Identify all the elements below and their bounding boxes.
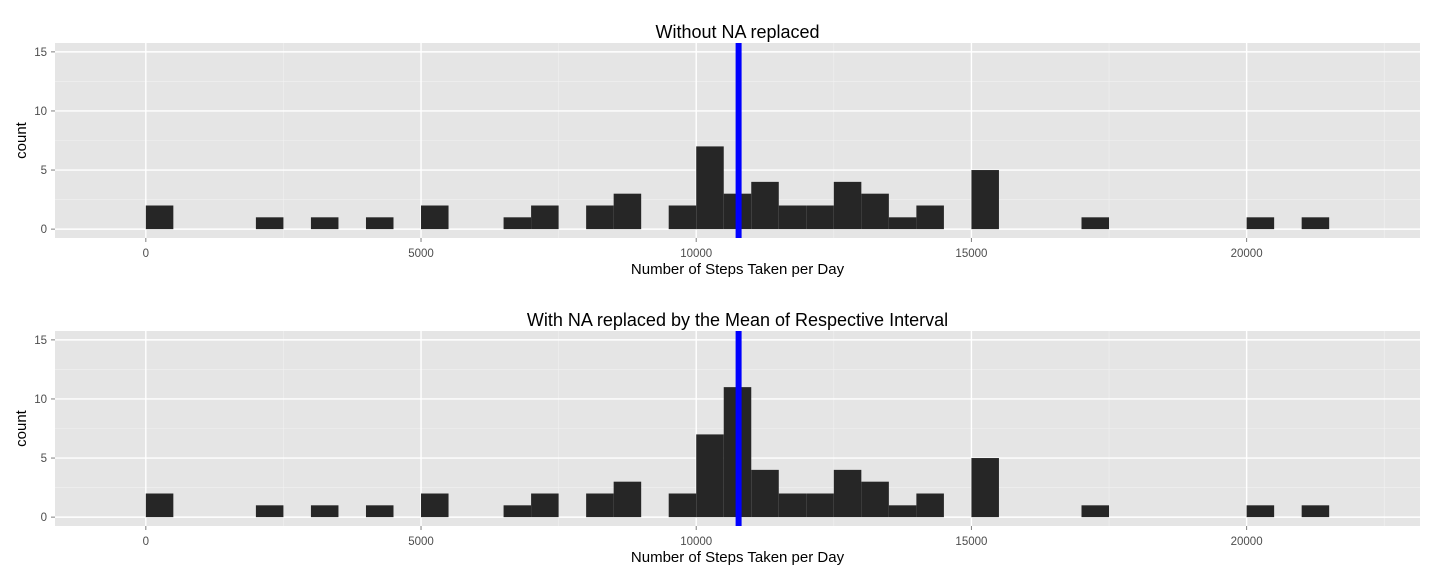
histogram-bar [613, 193, 642, 230]
histogram-bar [696, 146, 724, 230]
histogram-bar [916, 493, 944, 518]
y-tick-label: 10 [34, 394, 47, 406]
histogram-bar [833, 181, 862, 230]
histogram-bar [861, 193, 889, 230]
x-tick-label: 5000 [408, 248, 434, 260]
histogram-bar [365, 217, 394, 230]
histogram-bar [255, 505, 284, 518]
y-axis-label: count [13, 409, 30, 447]
histogram-bar [1081, 505, 1110, 518]
x-tick-label: 5000 [408, 536, 434, 548]
histogram-bar [971, 458, 999, 518]
x-axis-label: Number of Steps Taken per Day [631, 549, 845, 566]
histogram-bar [888, 217, 917, 230]
histogram-bar [421, 493, 449, 518]
histogram-bar [503, 217, 532, 230]
histogram-bar [806, 205, 834, 230]
x-tick-label: 0 [143, 536, 149, 548]
histogram-bar [365, 505, 394, 518]
y-tick-label: 15 [34, 47, 47, 59]
histogram-bar [833, 469, 862, 518]
histogram-bar [806, 493, 834, 518]
chart-title: With NA replaced by the Mean of Respecti… [527, 310, 948, 330]
histogram-bar [145, 493, 174, 518]
x-tick-label: 10000 [680, 248, 712, 260]
y-tick-label: 10 [34, 106, 47, 118]
histogram-bar [888, 505, 917, 518]
histogram-bar [971, 170, 999, 230]
y-tick-label: 15 [34, 335, 47, 347]
histogram-bar [586, 493, 614, 518]
histogram-bar [668, 493, 697, 518]
histogram-bar [255, 217, 284, 230]
x-axis-label: Number of Steps Taken per Day [631, 261, 845, 278]
histogram-bar [421, 205, 449, 230]
histogram-bar [1301, 217, 1330, 230]
histogram-bar [586, 205, 614, 230]
y-tick-label: 5 [41, 453, 47, 465]
histogram-bar [310, 505, 339, 518]
histogram-bar [310, 217, 339, 230]
x-tick-label: 15000 [955, 248, 987, 260]
histogram-bar [1301, 505, 1330, 518]
histogram-bar [613, 481, 642, 518]
histogram-bar [861, 481, 889, 518]
chart-title: Without NA replaced [655, 22, 819, 42]
histogram-bar [778, 493, 807, 518]
histogram-bar [696, 434, 724, 518]
histogram-bar [668, 205, 697, 230]
histogram-bar [916, 205, 944, 230]
x-tick-label: 20000 [1231, 536, 1263, 548]
y-tick-label: 0 [41, 512, 47, 524]
histogram-bar [503, 505, 532, 518]
histogram-bar [531, 493, 559, 518]
y-tick-label: 5 [41, 165, 47, 177]
x-tick-label: 0 [143, 248, 149, 260]
x-tick-label: 15000 [955, 536, 987, 548]
histogram-bar [1081, 217, 1110, 230]
histogram-bar [1246, 217, 1275, 230]
y-axis-label: count [13, 121, 30, 159]
x-tick-label: 20000 [1231, 248, 1263, 260]
y-tick-label: 0 [41, 224, 47, 236]
x-tick-label: 10000 [680, 536, 712, 548]
histogram-bar [145, 205, 174, 230]
histogram-bar [1246, 505, 1275, 518]
histogram-bar [531, 205, 559, 230]
histogram-bar [778, 205, 807, 230]
chart-panel-2: 0 5 10 15 0 5000 10000 15000 20000 With NA replac… [13, 310, 1420, 566]
chart-panel-1: 0 5 10 15 0 5000 10000 15000 20000 Without NA rep… [13, 22, 1420, 278]
histogram-bar [751, 181, 779, 230]
histogram-bar [751, 469, 779, 518]
